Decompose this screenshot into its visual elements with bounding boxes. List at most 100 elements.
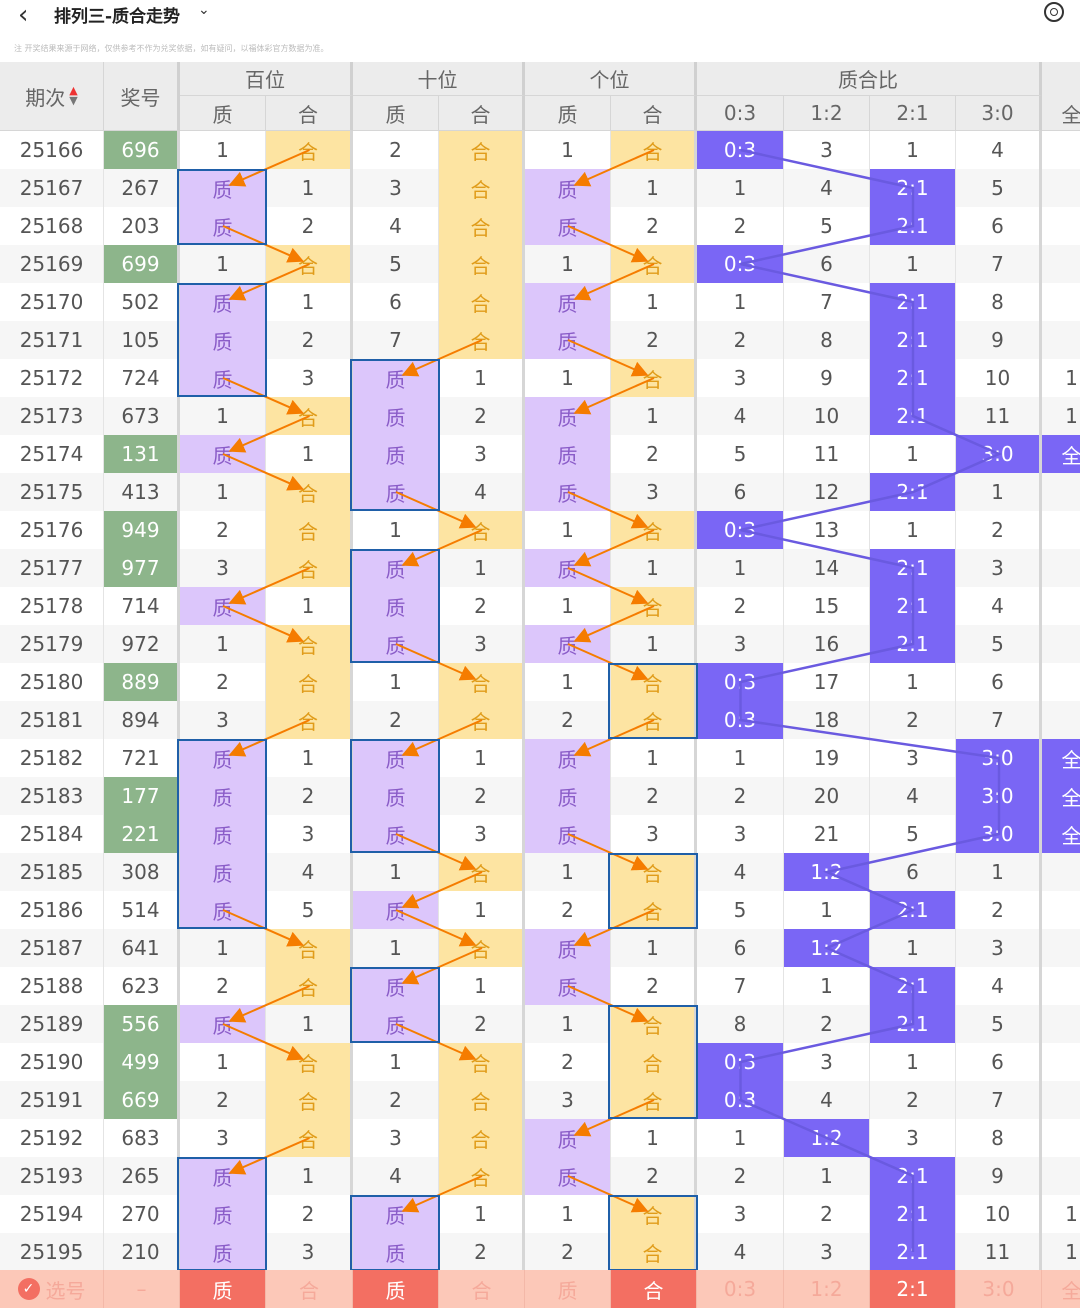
trend-cell: 1 [784, 1157, 870, 1195]
trend-cell: 质 [353, 1195, 439, 1233]
table-row: 25175 413 1 合质 4 质 3 6 12 2:1 1 [0, 473, 1080, 511]
trend-cell: 3:0 [956, 777, 1042, 815]
trend-cell: 2 [353, 131, 439, 169]
trend-cell: 1 [525, 587, 611, 625]
select-cell[interactable]: 质 [525, 1270, 611, 1308]
trend-cell: 6 [697, 929, 784, 967]
back-icon[interactable]: ‹ [18, 0, 29, 30]
trend-cell: 1 [870, 663, 956, 701]
trend-cell: 1 [611, 283, 697, 321]
period-cell: 25184 [0, 815, 104, 853]
trend-cell: 3 [180, 701, 266, 739]
trend-cell: 1 [525, 359, 611, 397]
period-cell: 25173 [0, 397, 104, 435]
settings-icon[interactable] [1044, 2, 1064, 22]
header-sub: 2:1 [870, 96, 956, 131]
trend-cell: 2:1 [870, 549, 956, 587]
select-cell[interactable]: 全 [1042, 1270, 1080, 1308]
trend-cell: 1:2 [784, 1119, 870, 1157]
trend-cell: 0:3 [697, 1081, 784, 1119]
trend-cell: 1 [353, 663, 439, 701]
trend-cell: 1 [180, 397, 266, 435]
trend-cell: 3 [266, 815, 353, 853]
trend-cell: 2:1 [870, 321, 956, 359]
table-row: 25170 502 质 1 6 合质 1 1 7 2:1 8 [0, 283, 1080, 321]
trend-cell: 1 [353, 511, 439, 549]
trend-cell: 1 [180, 929, 266, 967]
select-cell[interactable]: 合 [439, 1270, 525, 1308]
trend-cell: 2 [266, 777, 353, 815]
trend-cell: 2 [180, 663, 266, 701]
trend-cell: 合 [439, 1043, 525, 1081]
trend-cell: 5 [266, 891, 353, 929]
trend-cell: 3 [439, 435, 525, 473]
select-number-button[interactable]: ✓ 选号 [0, 1270, 104, 1308]
trend-cell: 8 [956, 283, 1042, 321]
select-cell[interactable]: 质 [353, 1270, 439, 1308]
header-period[interactable]: 期次 ▲ ▼ [0, 62, 104, 131]
trend-cell: 2:1 [870, 891, 956, 929]
trend-cell: 2 [956, 891, 1042, 929]
trend-cell: 0:3 [697, 663, 784, 701]
trend-cell: 0:3 [697, 511, 784, 549]
select-cell[interactable]: 1:2 [784, 1270, 870, 1308]
trend-cell: 7 [956, 1081, 1042, 1119]
select-cell[interactable]: 0:3 [697, 1270, 784, 1308]
header-group: 百位 [180, 62, 353, 96]
trend-cell: 2 [697, 777, 784, 815]
trend-cell: 18 [784, 701, 870, 739]
trend-cell: 6 [956, 1043, 1042, 1081]
trend-cell: 3 [870, 1119, 956, 1157]
table-row: 25188 623 2 合质 1 质 2 7 1 2:1 4 [0, 967, 1080, 1005]
number-cell: 265 [104, 1157, 180, 1195]
table-row: 25169 699 1 合 5 合 1 合 0:3 6 1 7 [0, 245, 1080, 283]
trend-cell: 1 [439, 739, 525, 777]
trend-cell: 4 [353, 207, 439, 245]
number-cell: 699 [104, 245, 180, 283]
trend-cell: 2 [697, 321, 784, 359]
trend-cell: 2 [611, 1157, 697, 1195]
trend-cell: 质 [353, 397, 439, 435]
trend-cell: 合 [611, 587, 697, 625]
period-cell: 25195 [0, 1233, 104, 1271]
trend-cell: 2 [180, 967, 266, 1005]
chevron-down-icon[interactable]: ⌄ [198, 2, 210, 18]
trend-cell: 10 [956, 359, 1042, 397]
sort-icon[interactable]: ▲ ▼ [69, 84, 78, 107]
period-cell: 25172 [0, 359, 104, 397]
select-cell[interactable]: 质 [180, 1270, 266, 1308]
number-cell: 270 [104, 1195, 180, 1233]
trend-cell: 合 [439, 929, 525, 967]
trend-cell [1042, 701, 1080, 739]
trend-cell: 合 [266, 511, 353, 549]
select-cell[interactable]: 2:1 [870, 1270, 956, 1308]
period-cell: 25183 [0, 777, 104, 815]
trend-cell: 质 [180, 739, 266, 777]
trend-cell: 2 [353, 1081, 439, 1119]
trend-cell: 2 [870, 1081, 956, 1119]
header-sub: 合 [266, 96, 353, 131]
select-cell[interactable]: 3:0 [956, 1270, 1042, 1308]
trend-cell: 质 [180, 587, 266, 625]
trend-cell: 8 [697, 1005, 784, 1043]
trend-cell: 2 [956, 511, 1042, 549]
table-row: 25171 105 质 2 7 合质 2 2 8 2:1 9 [0, 321, 1080, 359]
trend-cell: 2:1 [870, 587, 956, 625]
trend-cell: 0:3 [697, 131, 784, 169]
trend-cell: 2:1 [870, 397, 956, 435]
header-sub: 全 [1042, 96, 1080, 131]
trend-cell: 合 [439, 1157, 525, 1195]
trend-cell: 合 [611, 663, 697, 701]
select-cell[interactable]: 合 [266, 1270, 353, 1308]
trend-cell: 1 [180, 131, 266, 169]
trend-cell: 合 [266, 663, 353, 701]
period-cell: 25187 [0, 929, 104, 967]
trend-cell: 合 [266, 245, 353, 283]
trend-table: 期次 ▲ ▼ 奖号 百位 十位 个位 质合比质合质合质合 0:3 1:2 2:1 3:0 全 25166… [0, 62, 1080, 1271]
trend-cell: 3 [353, 1119, 439, 1157]
trend-cell: 4 [697, 397, 784, 435]
trend-cell: 7 [956, 701, 1042, 739]
trend-cell [1042, 131, 1080, 169]
select-cell[interactable]: 合 [611, 1270, 697, 1308]
trend-cell: 1 [439, 967, 525, 1005]
